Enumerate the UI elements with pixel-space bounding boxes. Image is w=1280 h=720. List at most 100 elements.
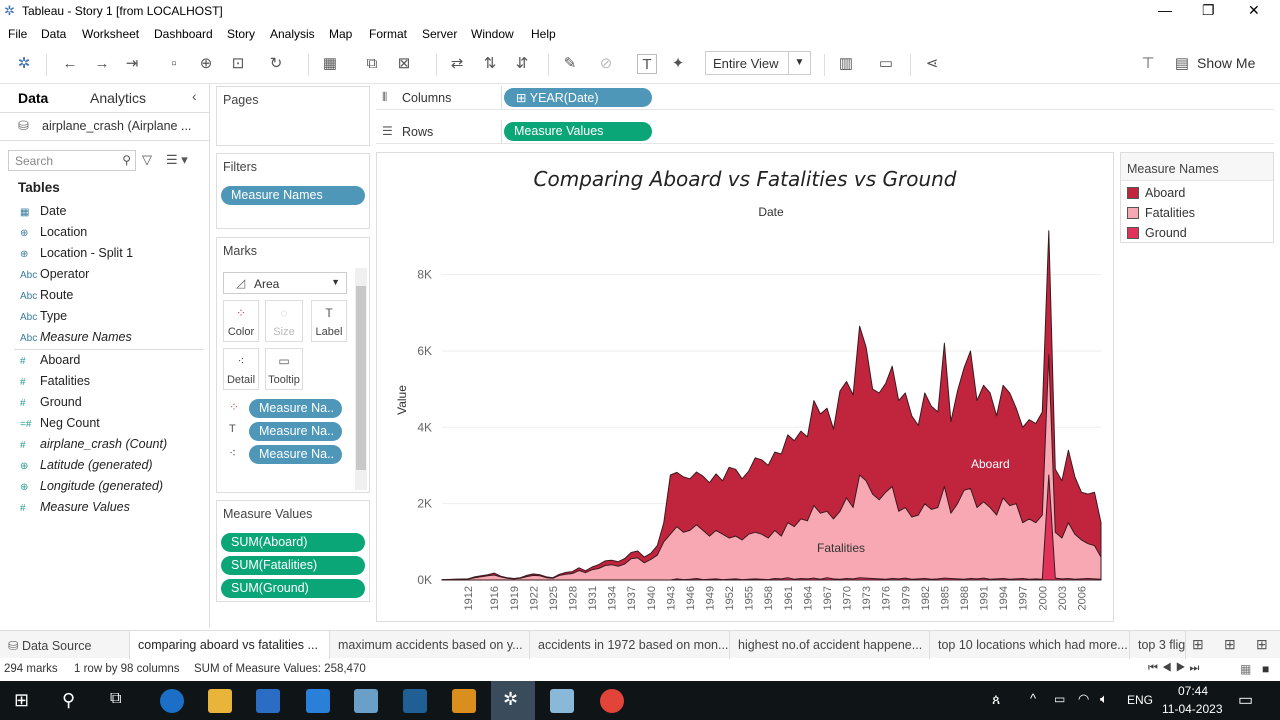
area-chart[interactable]: Comparing Aboard vs Fatalities vs Ground… xyxy=(377,153,1113,621)
new-story-icon[interactable]: ⊞ xyxy=(1256,636,1268,652)
menu-format[interactable]: Format xyxy=(369,27,408,41)
filter-pill-measure-names[interactable]: Measure Names xyxy=(221,186,365,205)
filters-card[interactable]: Filters Measure Names xyxy=(216,153,370,229)
save-icon[interactable]: ▫ xyxy=(171,55,177,72)
tab-data-source[interactable]: ⛁ Data Source xyxy=(0,631,130,659)
minimize-button[interactable]: — xyxy=(1158,2,1172,18)
wifi-icon[interactable]: ◠ xyxy=(1078,691,1090,706)
windows-start-icon[interactable]: ⊞ xyxy=(14,690,30,710)
field-date[interactable]: ▦ Date xyxy=(20,204,67,218)
new-datasource-icon[interactable]: ⊕ xyxy=(199,55,213,72)
label-button[interactable]: T Label xyxy=(311,300,347,342)
field-measure-values[interactable]: # Measure Values xyxy=(20,500,130,514)
show-mark-labels-icon[interactable]: T xyxy=(637,54,657,74)
marks-scrollbar[interactable] xyxy=(355,268,367,490)
menu-dashboard[interactable]: Dashboard xyxy=(154,27,213,41)
field-count[interactable]: # airplane_crash (Count) xyxy=(20,437,168,451)
menu-file[interactable]: File xyxy=(8,27,28,41)
sort-ascending-icon[interactable]: ⇅ xyxy=(483,55,497,72)
pause-updates-icon[interactable]: ⊡ xyxy=(231,55,245,72)
field-ground[interactable]: # Ground xyxy=(20,395,82,409)
show-cards-icon[interactable]: ▥ xyxy=(838,55,854,72)
fix-axes-icon[interactable]: ✦ xyxy=(671,55,685,72)
clear-sheet-icon[interactable]: ⊠ xyxy=(397,55,411,72)
mark-type-select[interactable]: ◿ Area ▼ xyxy=(223,272,347,294)
rows-pill-measure-values[interactable]: Measure Values xyxy=(504,122,652,141)
area-series-fatalities[interactable] xyxy=(441,354,1102,581)
menu-help[interactable]: Help xyxy=(531,27,556,41)
menu-server[interactable]: Server xyxy=(422,27,458,41)
sheet-tab-4[interactable]: highest no.of accident happene... xyxy=(730,631,930,659)
clock-date[interactable]: 11-04-2023 xyxy=(1162,702,1223,716)
detail-button[interactable]: ⁖ Detail xyxy=(223,348,259,390)
tableau-taskbar-active[interactable]: ✲ xyxy=(491,681,535,720)
show-me-button[interactable]: Show Me xyxy=(1197,55,1256,71)
chrome-icon[interactable] xyxy=(600,689,624,713)
pages-card[interactable]: Pages xyxy=(216,86,370,146)
sheet-tab-6[interactable]: top 3 flig xyxy=(1130,631,1186,659)
columns-shelf[interactable]: ⦀ Columns ⊞ YEAR(Date) xyxy=(376,86,1274,110)
marks-pill-label[interactable]: Measure Na.. xyxy=(249,422,342,441)
field-neg-count[interactable]: =# Neg Count xyxy=(20,416,100,430)
filmstrip-view-icon[interactable]: ■ xyxy=(1262,662,1270,676)
battery-icon[interactable]: ▭ xyxy=(1054,692,1066,706)
close-button[interactable]: ✕ xyxy=(1248,2,1260,18)
menu-map[interactable]: Map xyxy=(329,27,353,41)
field-operator[interactable]: Abc Operator xyxy=(20,267,90,281)
task-view-icon[interactable]: ⧉ xyxy=(110,690,122,707)
tab-analytics[interactable]: Analytics xyxy=(90,90,147,106)
field-type[interactable]: Abc Type xyxy=(20,309,68,323)
field-latitude[interactable]: ⊕ Latitude (generated) xyxy=(20,458,153,472)
mv-pill-fatalities[interactable]: SUM(Fatalities) xyxy=(221,556,365,575)
edge-icon[interactable] xyxy=(160,689,184,713)
area-series-ground[interactable] xyxy=(441,474,1102,581)
color-button[interactable]: ⁘ Color xyxy=(223,300,259,342)
tab-data[interactable]: Data xyxy=(18,90,49,106)
sheet-tab-5[interactable]: top 10 locations which had more... xyxy=(930,631,1130,659)
chevron-up-icon[interactable]: ^ xyxy=(1030,691,1037,706)
tools-icon[interactable] xyxy=(452,689,476,713)
mail-icon[interactable] xyxy=(306,689,330,713)
mv-pill-ground[interactable]: SUM(Ground) xyxy=(221,579,365,598)
field-location-split[interactable]: ⊕ Location - Split 1 xyxy=(20,246,134,260)
datasource-name[interactable]: airplane_crash (Airplane ... xyxy=(42,119,192,133)
field-longitude[interactable]: ⊕ Longitude (generated) xyxy=(20,479,164,493)
share-icon[interactable]: ⋖ xyxy=(925,55,939,72)
show-me-icon[interactable]: ▤ xyxy=(1174,55,1190,72)
field-fatalities[interactable]: # Fatalities xyxy=(20,374,91,388)
redo-icon[interactable]: → xyxy=(94,55,110,72)
language-indicator[interactable]: ENG xyxy=(1127,693,1154,707)
tableau-home-icon[interactable]: ✲ xyxy=(17,55,31,72)
columns-pill-year[interactable]: ⊞ YEAR(Date) xyxy=(504,88,652,107)
people-icon[interactable]: ጰ xyxy=(992,691,1001,707)
fit-view-select[interactable]: Entire View ▼ xyxy=(705,51,811,75)
highlight-icon[interactable]: ✎ xyxy=(563,55,577,72)
notifications-icon[interactable]: ▭ xyxy=(1238,692,1254,709)
app-icon[interactable] xyxy=(354,689,378,713)
search-input[interactable]: Search ⚲ xyxy=(8,150,136,171)
view-options-icon[interactable]: ☰ ▾ xyxy=(166,152,188,167)
field-measure-names[interactable]: Abc Measure Names xyxy=(20,330,132,344)
marks-pill-detail[interactable]: Measure Na.. xyxy=(249,445,342,464)
format-painter-icon[interactable]: ⊤ xyxy=(1141,55,1155,72)
field-route[interactable]: Abc Route xyxy=(20,288,74,302)
size-button[interactable]: ◌ Size xyxy=(265,300,303,342)
new-dashboard-icon[interactable]: ⊞ xyxy=(1224,636,1236,652)
sheet-navigation-icons[interactable]: ⏮◀▶⏭ xyxy=(1148,662,1204,674)
restore-button[interactable]: ❐ xyxy=(1202,2,1215,18)
search-icon[interactable]: ⚲ xyxy=(62,690,76,710)
new-worksheet-icon[interactable]: ▦ xyxy=(322,55,338,72)
store-icon[interactable] xyxy=(256,689,280,713)
legend-item-aboard[interactable]: Aboard xyxy=(1127,186,1185,200)
legend-item-ground[interactable]: Ground xyxy=(1127,226,1187,240)
collapse-pane-icon[interactable]: ‹ xyxy=(192,88,197,104)
field-aboard[interactable]: # Aboard xyxy=(20,353,81,367)
tooltip-button[interactable]: ▭ Tooltip xyxy=(265,348,303,390)
sheet-tab-2[interactable]: maximum accidents based on y... xyxy=(330,631,530,659)
group-members-icon[interactable]: ⊘ xyxy=(599,55,613,72)
rows-shelf[interactable]: ☰ Rows Measure Values xyxy=(376,120,1274,144)
new-worksheet-icon[interactable]: ⊞ xyxy=(1192,636,1204,652)
sort-descending-icon[interactable]: ⇵ xyxy=(515,55,529,72)
volume-icon[interactable]: 🔈︎ xyxy=(1100,691,1108,706)
presentation-mode-icon[interactable]: ▭ xyxy=(878,55,894,72)
